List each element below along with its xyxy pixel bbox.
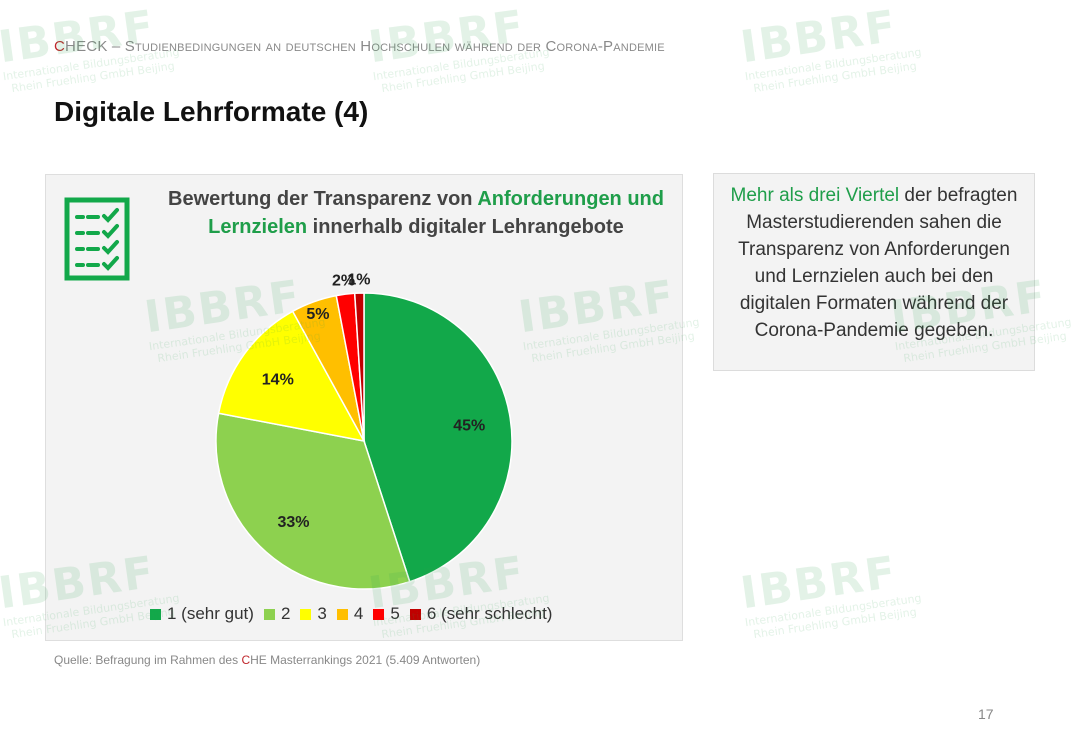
info-box: Mehr als drei Viertel der befragten Mast… <box>713 173 1035 371</box>
legend-item-4: 4 <box>336 604 364 624</box>
legend-label: 6 (sehr schlecht) <box>426 604 553 623</box>
pie-chart: 45% 33% 14% 5%2%1% <box>215 271 513 590</box>
header-text: – Studienbedingungen an deutschen Hochsc… <box>107 38 665 55</box>
pie-label-5: 2% <box>332 272 355 289</box>
legend-swatch <box>300 608 312 620</box>
legend-swatch <box>409 608 421 620</box>
legend-label: 4 <box>353 604 364 623</box>
pie-label-4: 5% <box>306 306 329 323</box>
chart-legend: 1 (sehr gut) 2 3 4 5 6 (sehr schlecht) <box>150 604 562 624</box>
source-note: Quelle: Befragung im Rahmen des CHE Mast… <box>54 653 480 667</box>
source-before: Quelle: Befragung im Rahmen des <box>54 653 242 667</box>
legend-item-2: 2 <box>263 604 291 624</box>
pie-label-2: 33% <box>278 514 310 531</box>
header-line: CHECK – Studienbedingungen an deutschen … <box>54 38 665 55</box>
legend-item-1-sehr-gut: 1 (sehr gut) <box>150 604 254 624</box>
source-after: HE Masterrankings 2021 (5.409 Antworten) <box>250 653 481 667</box>
checklist-icon <box>64 197 130 281</box>
chart-panel: Bewertung der Transparenz von Anforderun… <box>45 174 683 641</box>
page-number: 17 <box>978 706 994 722</box>
pie-label-1-sehr-gut: 45% <box>453 417 485 434</box>
legend-item-5: 5 <box>373 604 400 624</box>
pie-label-3: 14% <box>262 371 294 388</box>
watermark-line2: Rhein Fruehling GmbH Beijing <box>380 59 546 96</box>
pie-slice-1-sehr-gut <box>363 292 513 583</box>
watermark-line1: Internationale Bildungsberatung <box>744 45 923 84</box>
chart-title-highlight2: Lernzielen <box>208 216 308 238</box>
info-box-text: der befragten Masterstudierenden sahen d… <box>738 185 1018 341</box>
legend-label: 1 (sehr gut) <box>167 604 254 623</box>
chart-title-highlight1: Anforderungen und <box>477 188 664 210</box>
watermark-logo: IBBRF <box>737 0 901 74</box>
legend-swatch <box>150 608 161 620</box>
pie-label-6-sehr-schlecht: 1% <box>347 271 370 288</box>
source-red: C <box>241 653 251 667</box>
watermark-logo: IBBRF <box>0 0 159 74</box>
header-prefix-rest: HECK <box>65 38 108 55</box>
legend-item-3: 3 <box>300 604 327 624</box>
watermark-line1: Internationale Bildungsberatung <box>744 591 923 630</box>
legend-item-6-sehr-schlecht: 6 (sehr schlecht) <box>409 604 553 624</box>
watermark-line2: Rhein Fruehling GmbH Beijing <box>10 59 176 96</box>
info-box-highlight: Mehr als drei Viertel <box>730 185 900 206</box>
pie-slice-6-sehr-schlecht <box>353 292 365 442</box>
page-title: Digitale Lehrformate (4) <box>54 96 369 127</box>
legend-label: 5 <box>390 604 400 623</box>
watermark-logo: IBBRF <box>365 0 529 74</box>
watermark-line2: Rhein Fruehling GmbH Beijing <box>752 605 918 642</box>
header-prefix-red: C <box>54 38 66 55</box>
legend-swatch <box>373 608 385 620</box>
watermark-line2: Rhein Fruehling GmbH Beijing <box>752 59 918 96</box>
pie-slice-2 <box>215 412 411 590</box>
chart-title-part1: Bewertung der Transparenz von <box>168 188 478 210</box>
chart-title: Bewertung der Transparenz von Anforderun… <box>166 185 666 241</box>
legend-swatch <box>336 608 348 620</box>
legend-label: 2 <box>280 604 291 623</box>
legend-swatch <box>263 608 275 620</box>
chart-title-part2: innerhalb digitaler Lehrangebote <box>307 216 624 238</box>
watermark-logo: IBBRF <box>737 546 901 620</box>
legend-label: 3 <box>317 604 327 623</box>
pie-slice-3 <box>217 310 366 443</box>
